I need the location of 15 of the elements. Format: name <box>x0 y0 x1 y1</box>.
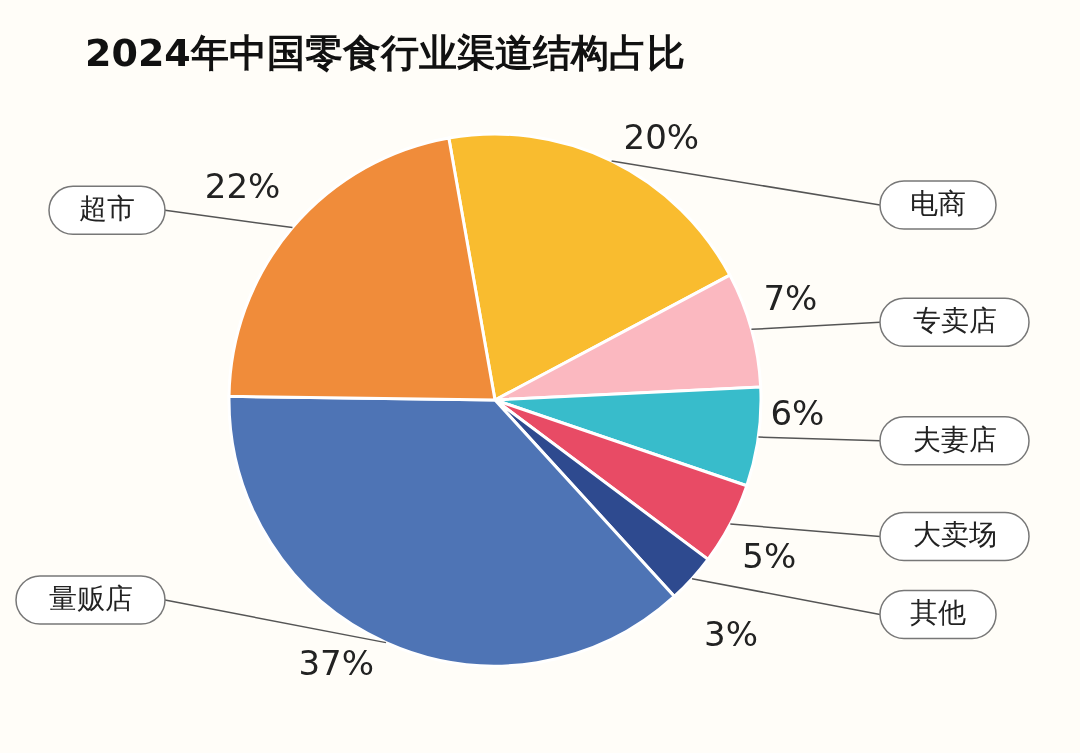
data-label: 22% <box>204 166 281 207</box>
data-label: 3% <box>704 614 759 655</box>
data-label: 6% <box>770 393 825 434</box>
slice-label: 电商 <box>910 187 966 220</box>
slice-label: 其他 <box>910 596 966 630</box>
chart-title: 2024年中国零食行业渠道结构占比 <box>85 31 685 75</box>
slice-label: 超市 <box>79 192 135 226</box>
data-label: 7% <box>763 278 818 319</box>
data-label: 20% <box>623 116 700 157</box>
data-label: 37% <box>298 642 374 683</box>
slice-label: 专卖店 <box>912 304 997 338</box>
data-label: 5% <box>742 536 797 577</box>
slice-label: 大卖场 <box>912 518 997 552</box>
slice-label: 量贩店 <box>48 582 133 615</box>
slice-label: 夫妻店 <box>912 422 997 456</box>
